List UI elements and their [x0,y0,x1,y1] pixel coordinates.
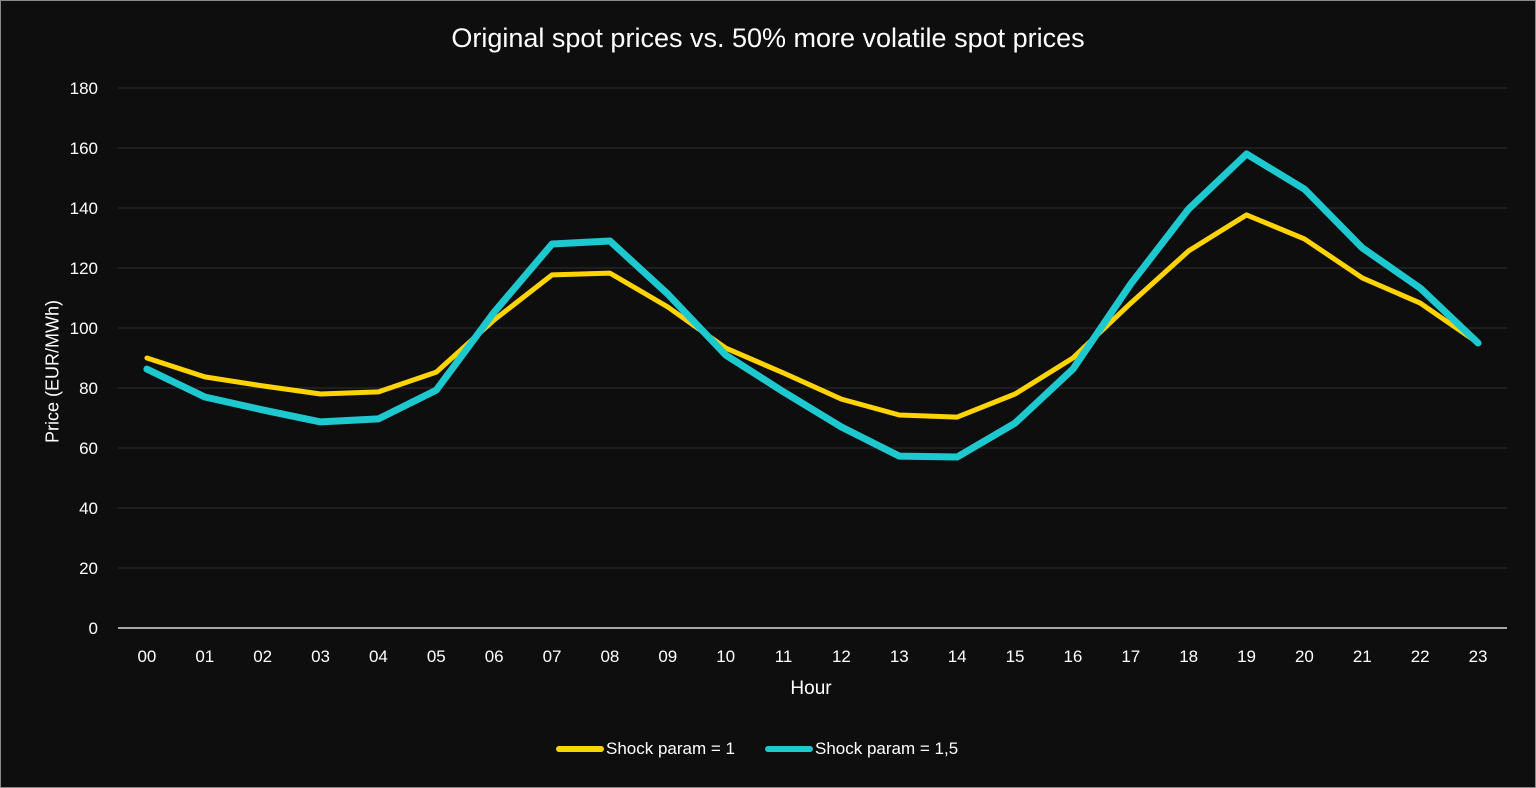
x-tick-label: 12 [832,647,851,666]
x-tick-label: 05 [427,647,446,666]
x-tick-label: 04 [369,647,388,666]
x-tick-label: 08 [600,647,619,666]
legend-swatch [765,746,813,752]
series-line [143,150,1482,461]
x-axis-label: Hour [790,678,832,699]
x-tick-label: 19 [1237,647,1256,666]
y-tick-label: 100 [70,319,98,338]
x-tick-label: 14 [948,647,967,666]
x-tick-label: 18 [1179,647,1198,666]
x-tick-label: 10 [716,647,735,666]
series-line [144,212,1481,420]
legend-label: Shock param = 1 [606,739,735,758]
legend-item-shock-1-5: Shock param = 1,5 [765,739,958,759]
y-tick-label: 20 [79,559,98,578]
legend-swatch [556,746,604,752]
x-tick-label: 02 [253,647,272,666]
y-tick-label: 180 [70,79,98,98]
legend: Shock param = 1 Shock param = 1,5 [556,739,988,759]
x-tick-label: 01 [195,647,214,666]
y-tick-label: 60 [79,439,98,458]
x-tick-label: 11 [775,647,793,666]
x-tick-label: 22 [1411,647,1430,666]
y-tick-label: 40 [79,499,98,518]
y-tick-label: 120 [70,259,98,278]
x-tick-label: 21 [1353,647,1372,666]
chart-title: Original spot prices vs. 50% more volati… [451,23,1085,53]
x-tick-label: 13 [890,647,909,666]
x-tick-label: 06 [485,647,504,666]
y-tick-label: 0 [89,619,98,638]
legend-label: Shock param = 1,5 [815,739,959,758]
x-tick-label: 15 [1006,647,1025,666]
x-tick-label: 07 [543,647,562,666]
x-tick-label: 03 [311,647,330,666]
x-tick-label: 00 [137,647,156,666]
legend-item-shock-1: Shock param = 1 [556,739,735,759]
x-tick-label: 23 [1469,647,1488,666]
y-tick-label: 80 [79,379,98,398]
x-tick-label: 20 [1295,647,1314,666]
y-tick-label: 160 [70,139,98,158]
x-tick-label: 16 [1063,647,1082,666]
y-tick-label: 140 [70,199,98,218]
x-tick-label: 17 [1121,647,1140,666]
x-tick-label: 09 [658,647,677,666]
